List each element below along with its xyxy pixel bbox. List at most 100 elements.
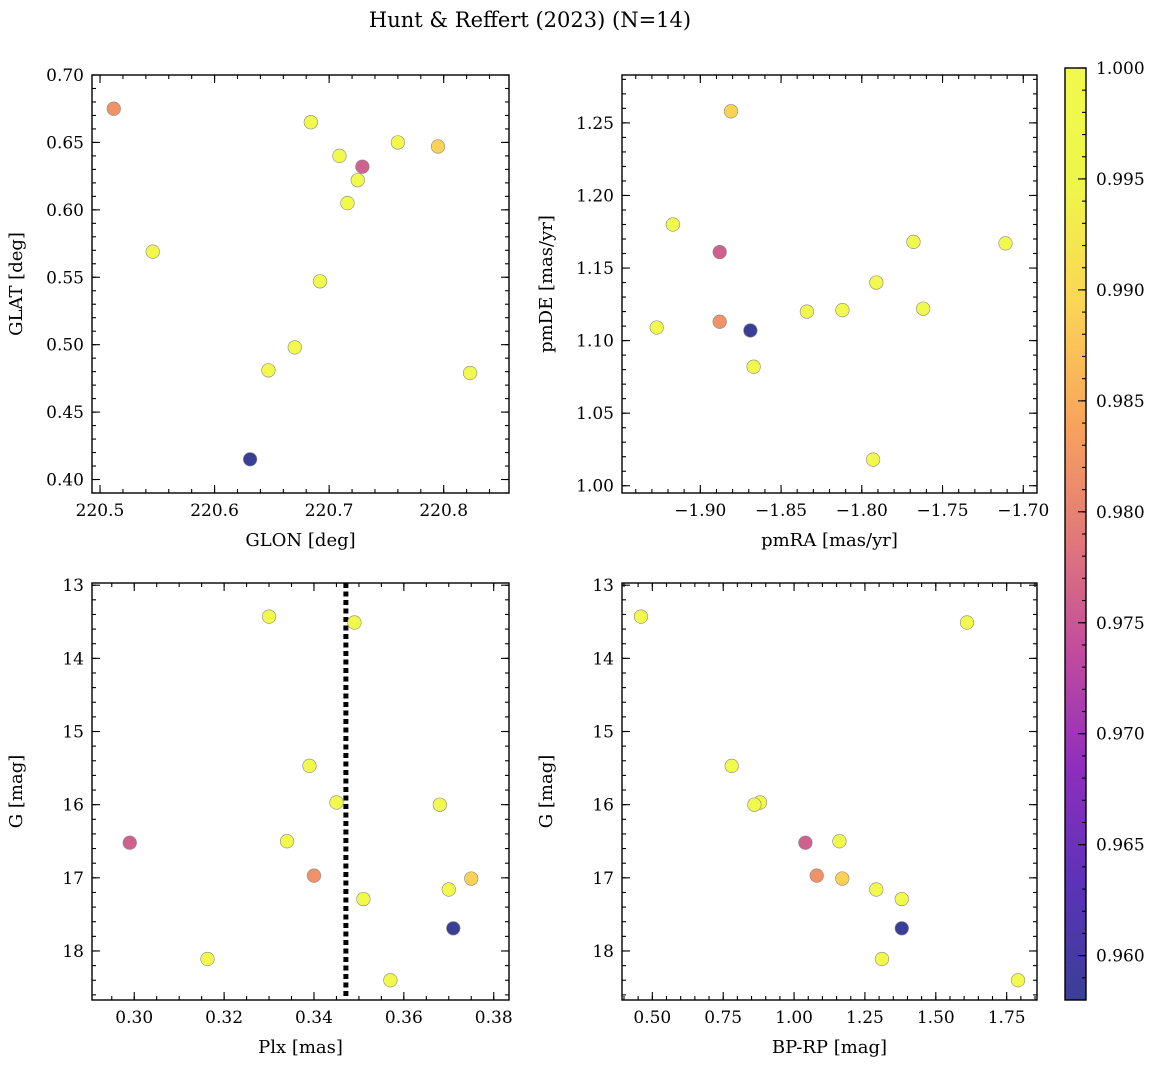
y-tick-label: 0.65: [46, 133, 84, 153]
data-point: [312, 274, 328, 289]
x-tick-label: 0.36: [385, 1008, 423, 1028]
data-point: [350, 173, 365, 188]
axes-frame: [91, 74, 510, 494]
data-point: [242, 452, 258, 467]
y-tick-label: 14: [592, 649, 614, 669]
colorbar-tick-label: 0.990: [1096, 281, 1145, 301]
colorbar-tick-label: 0.980: [1096, 503, 1145, 523]
data-point: [446, 921, 461, 936]
data-point: [747, 797, 762, 812]
y-tick-label: 1.00: [576, 477, 614, 497]
x-tick-label: 1.50: [917, 1008, 955, 1028]
data-point: [145, 244, 160, 259]
data-point: [869, 882, 884, 897]
data-point: [383, 973, 398, 988]
colorbar-tick-label: 0.970: [1096, 725, 1145, 745]
colorbar-tick-label: 0.985: [1096, 392, 1145, 412]
y-tick-label: 0.55: [46, 268, 84, 288]
data-point: [865, 452, 881, 467]
y-tick-label: 18: [592, 942, 614, 962]
y-tick-label: 1.15: [576, 259, 614, 279]
x-tick-label: 1.25: [846, 1008, 884, 1028]
data-point: [432, 797, 447, 812]
data-point: [712, 314, 727, 329]
data-point: [649, 320, 664, 335]
data-point: [746, 359, 761, 374]
data-point: [869, 275, 884, 290]
axes-frame: [621, 74, 1038, 494]
y-tick-label: 0.45: [46, 403, 84, 423]
y-tick-label: 18: [62, 942, 84, 962]
data-point: [724, 758, 739, 773]
data-point: [356, 891, 371, 907]
data-point: [743, 323, 758, 338]
figure-title: Hunt & Reffert (2023) (N=14): [369, 8, 691, 32]
data-point: [347, 615, 362, 630]
x-tick-label: 220.8: [419, 501, 468, 521]
x-tick-label: 220.7: [305, 501, 354, 521]
scatter-panel-4: 0.50 0.75 1.00 1.25 1.50 1.75 13 14 15 16 17 18 BP-R…: [536, 576, 1038, 1058]
y-tick-label: 1.20: [576, 186, 614, 206]
x-tick-label: 1.00: [775, 1008, 813, 1028]
y-tick-label: 17: [62, 869, 84, 889]
data-point: [835, 871, 850, 886]
data-point: [464, 871, 479, 886]
x-tick-label: 0.38: [475, 1008, 513, 1028]
data-point: [122, 835, 137, 850]
x-tick-label: 0.30: [115, 1008, 153, 1028]
data-point: [832, 834, 847, 849]
x-tick-label: −1.70: [997, 501, 1049, 521]
data-point: [712, 244, 727, 260]
minor-ticks: [92, 583, 509, 1000]
y-tick-label: 0.70: [46, 66, 84, 86]
x-tick-label: 1.75: [988, 1008, 1026, 1028]
data-point: [200, 951, 215, 967]
y-tick-label: 15: [592, 723, 614, 743]
y-tick-label: 16: [62, 796, 84, 816]
data-point: [340, 195, 355, 211]
x-tick-label: −1.90: [674, 501, 726, 521]
colorbar-tick-label: 0.960: [1096, 947, 1145, 967]
x-tick-label: 0.75: [704, 1008, 742, 1028]
data-point: [355, 159, 370, 174]
data-point: [894, 921, 909, 936]
data-point: [723, 104, 739, 119]
data-point: [462, 365, 478, 381]
data-point: [906, 234, 921, 250]
minor-ticks: [622, 583, 1037, 1000]
data-point: [306, 868, 322, 883]
minor-ticks: [622, 75, 1037, 493]
data-point: [998, 236, 1013, 251]
data-point: [809, 868, 824, 883]
data-point: [959, 615, 975, 630]
data-point: [874, 951, 890, 967]
minor-ticks: [92, 74, 509, 494]
data-point: [633, 609, 649, 624]
y-tick-label: 16: [592, 796, 614, 816]
data-point: [835, 303, 850, 318]
axes-frame: [621, 582, 1038, 1001]
data-point: [798, 835, 813, 850]
y-tick-label: 14: [62, 649, 84, 669]
data-point: [441, 882, 456, 897]
y-axis-label: G [mag]: [536, 755, 557, 828]
x-axis-label: Plx [mas]: [258, 1037, 343, 1058]
data-point: [894, 891, 909, 907]
scatter-panel-2: −1.90 −1.85 −1.80 −1.75 −1.70 1.00 1.05 1.10 1.1…: [536, 74, 1049, 551]
x-tick-label: −1.80: [836, 501, 888, 521]
scatter-panel-3: 0.30 0.32 0.34 0.36 0.38 13 14 15 16 17 18 Plx [mas…: [6, 576, 513, 1058]
y-tick-label: 13: [592, 576, 614, 596]
y-tick-label: 13: [62, 576, 84, 596]
y-axis-label: G [mag]: [6, 755, 27, 828]
data-point: [261, 609, 277, 624]
y-tick-label: 1.05: [576, 404, 614, 424]
data-point: [390, 135, 405, 150]
data-point: [279, 834, 295, 849]
data-point: [329, 795, 344, 810]
x-tick-label: 0.50: [633, 1008, 671, 1028]
colorbar-tick-label: 0.995: [1096, 170, 1145, 190]
y-axis-label: pmDE [mas/yr]: [536, 215, 557, 353]
x-tick-label: 220.6: [190, 501, 239, 521]
data-point: [665, 217, 680, 232]
